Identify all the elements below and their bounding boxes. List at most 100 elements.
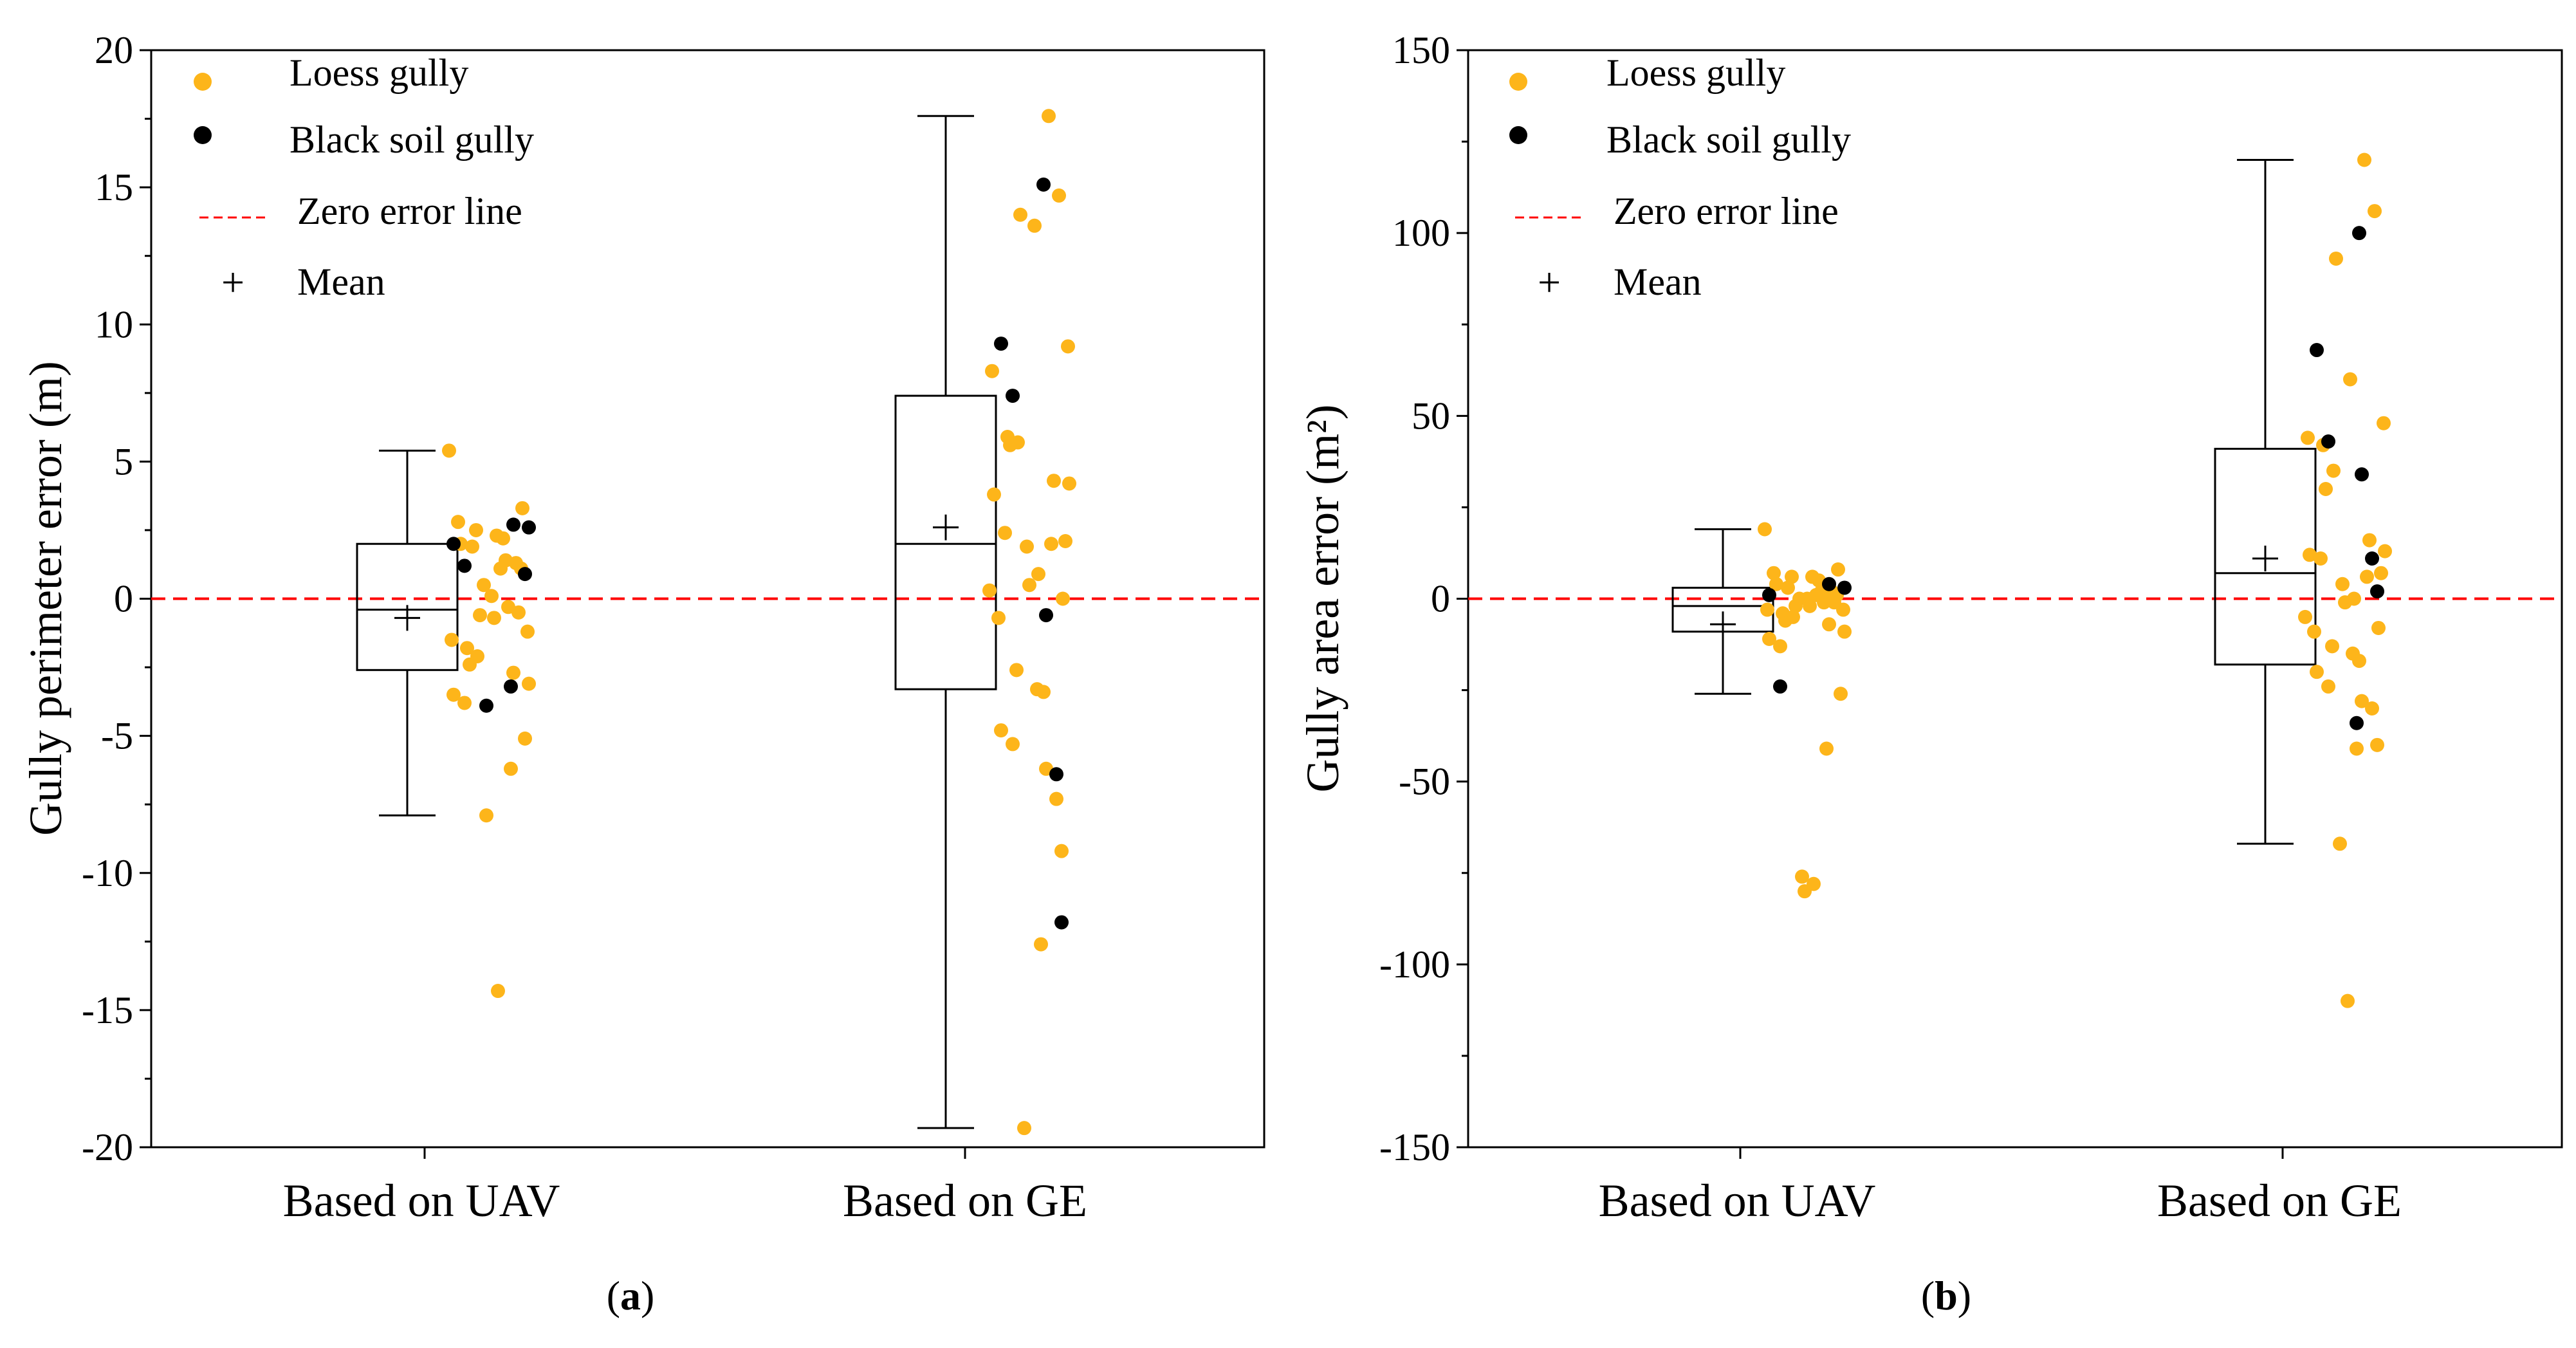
panel-b-legend-mean-label: Mean: [1614, 261, 1702, 303]
loess-point: [484, 589, 499, 604]
panel-a-legend-black-marker: [194, 126, 212, 144]
loess-point: [457, 696, 472, 710]
loess-point: [1061, 339, 1075, 354]
loess-point: [2325, 639, 2339, 654]
panel-a-caption-letter: a: [620, 1273, 641, 1318]
loess-point: [1831, 562, 1845, 577]
loess-point: [511, 605, 526, 620]
panel-a-legend: Loess gully Black soil gully Zero error …: [194, 51, 534, 305]
loess-point: [446, 687, 461, 702]
loess-point: [2357, 152, 2371, 167]
y-tick-label: 15: [95, 166, 133, 208]
panel-a-x-tick-label-ge: Based on GE: [843, 1175, 1087, 1226]
black-soil-point: [2365, 551, 2379, 566]
panel-b-legend-loess-label: Loess gully: [1606, 51, 1785, 94]
black-soil-point: [2370, 584, 2384, 599]
black-soil-point: [1822, 577, 1836, 591]
loess-point: [2326, 463, 2341, 478]
y-tick-label: -5: [101, 715, 133, 757]
panel-b-caption-letter: b: [1935, 1273, 1958, 1318]
loess-point: [2310, 665, 2324, 679]
loess-point: [1798, 884, 1812, 899]
loess-point: [1047, 474, 1061, 488]
loess-point: [1836, 602, 1850, 617]
panel-b-boxes: [1671, 159, 2317, 845]
loess-point: [479, 808, 493, 823]
loess-point: [442, 443, 456, 458]
panel-a-y-axis-label: Gully perimeter error (m): [20, 361, 71, 836]
loess-point: [1027, 218, 1042, 233]
loess-point: [2343, 372, 2357, 387]
panel-a: -20 -15 -10 -5 0 5 10 15 20 Gully perimeter erro…: [20, 29, 1265, 1318]
loess-point: [469, 522, 483, 537]
loess-point: [1042, 109, 1056, 124]
loess-point: [991, 611, 1006, 625]
black-soil-point: [994, 337, 1008, 351]
loess-point: [1020, 539, 1034, 554]
loess-point: [1013, 207, 1027, 222]
loess-point: [998, 526, 1012, 540]
loess-point: [2338, 595, 2352, 610]
loess-point: [2378, 544, 2392, 559]
panel-a-points: [442, 109, 1076, 1136]
loess-point: [473, 608, 487, 623]
box-ge: [894, 115, 997, 1129]
loess-point: [451, 515, 465, 530]
black-soil-point: [1049, 767, 1063, 782]
y-tick-label: 5: [114, 440, 133, 483]
panel-b-y-axis-label-text: Gully area error (m²): [1297, 404, 1348, 792]
loess-point: [1819, 741, 1834, 756]
panel-b-y-axis-label: Gully area error (m²): [1297, 404, 1348, 792]
loess-point: [2370, 737, 2384, 752]
loess-point: [496, 531, 510, 546]
black-soil-point: [2352, 226, 2366, 241]
loess-point: [477, 578, 491, 593]
y-tick-label: 50: [1412, 394, 1450, 437]
y-tick-label: -10: [82, 852, 133, 894]
loess-point: [522, 676, 536, 691]
loess-point: [2333, 836, 2347, 851]
y-tick-label: 150: [1392, 29, 1450, 71]
panel-b-legend: Loess gully Black soil gully Zero error …: [1509, 51, 1851, 305]
loess-point: [2368, 204, 2382, 219]
panel-b-y-ticks: -150 -100 -50 0 50 100 150: [1379, 29, 1468, 1168]
y-tick-label: 20: [95, 29, 133, 71]
loess-point: [2301, 430, 2315, 445]
panel-b-points: [1758, 152, 2392, 1008]
panel-b-x-ticks: [1739, 1147, 2284, 1159]
loess-point: [1056, 591, 1070, 606]
loess-point: [1837, 624, 1852, 639]
panel-a-legend-zero-label: Zero error line: [297, 190, 522, 232]
loess-point: [2350, 741, 2364, 756]
loess-point: [465, 539, 479, 554]
loess-point: [518, 731, 532, 746]
panel-b-legend-mean-symbol: +: [1538, 259, 1561, 305]
loess-point: [1789, 598, 1803, 613]
panel-a-legend-mean-symbol: +: [221, 259, 244, 305]
loess-point: [1760, 602, 1774, 617]
black-soil-point: [1036, 177, 1051, 192]
loess-point: [1036, 685, 1051, 699]
black-soil-point: [1762, 587, 1776, 602]
loess-point: [1044, 537, 1058, 551]
panel-b-caption: (b): [1921, 1273, 1971, 1318]
loess-point: [487, 611, 501, 625]
y-tick-label: -100: [1379, 943, 1450, 986]
y-tick-label: -50: [1399, 761, 1450, 803]
panel-b-x-tick-label-ge: Based on GE: [2157, 1175, 2402, 1226]
loess-point: [1062, 476, 1076, 491]
loess-point: [460, 641, 474, 656]
box-uav: [1671, 528, 1774, 695]
panel-b-legend-zero-label: Zero error line: [1614, 190, 1839, 232]
loess-point: [1034, 937, 1048, 952]
y-tick-label: -15: [82, 989, 133, 1031]
loess-point: [987, 487, 1001, 502]
loess-point: [2362, 533, 2377, 548]
loess-point: [1803, 598, 1817, 613]
panel-a-caption: (a): [607, 1273, 655, 1318]
loess-point: [1003, 438, 1017, 452]
loess-point: [2321, 679, 2335, 694]
y-tick-label: 100: [1392, 212, 1450, 254]
